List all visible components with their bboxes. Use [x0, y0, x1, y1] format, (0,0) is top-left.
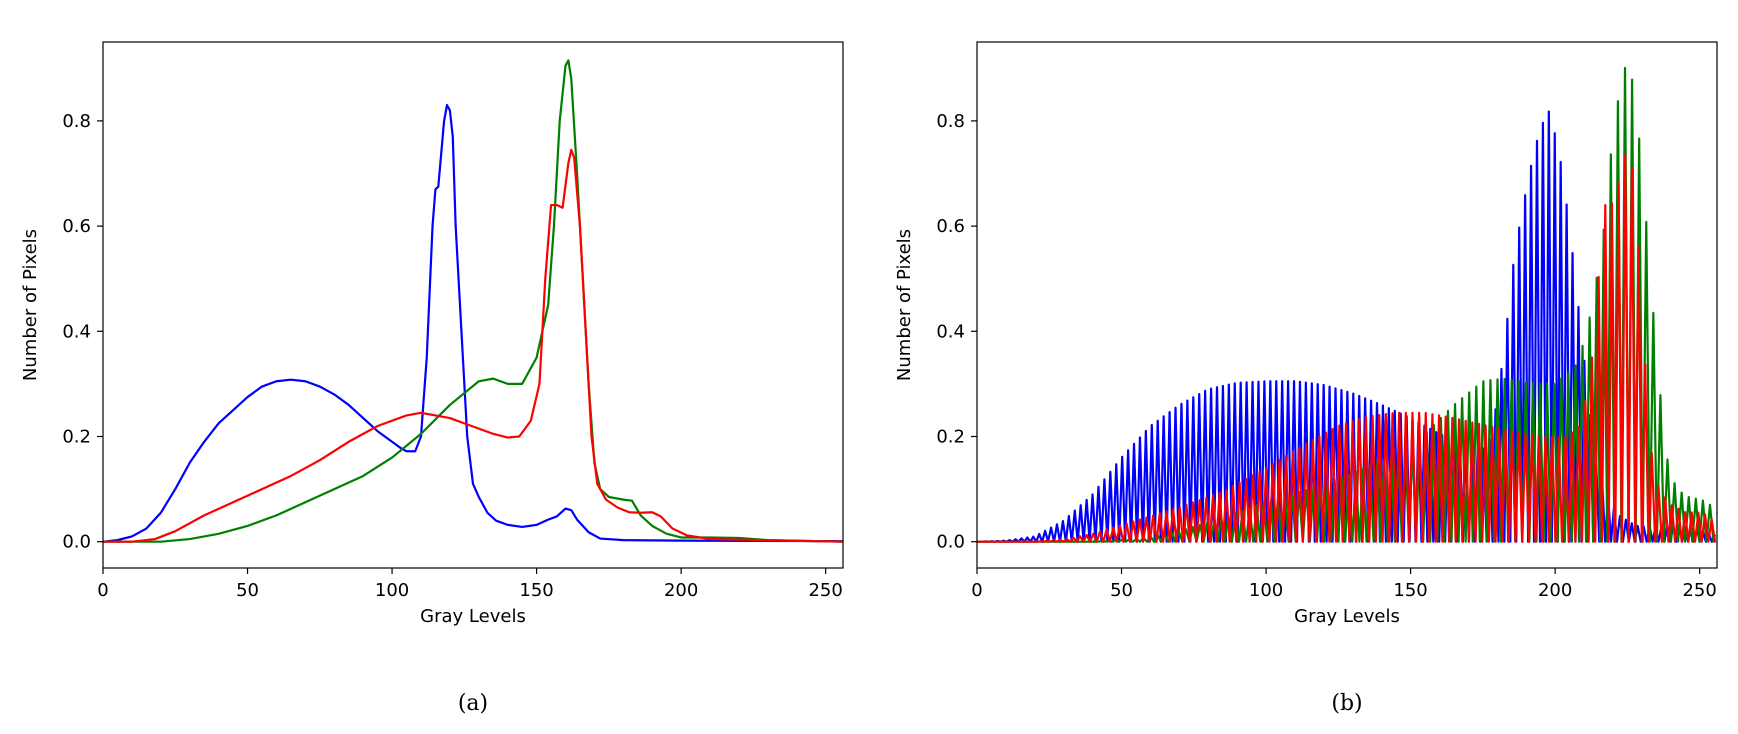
x-axis-label: Gray Levels: [420, 606, 526, 627]
x-tick-label: 150: [1393, 580, 1427, 601]
x-tick-label: 200: [664, 580, 698, 601]
x-tick-label: 0: [971, 580, 982, 601]
x-tick-label: 50: [1110, 580, 1133, 601]
series-line-0: [103, 104, 843, 543]
axes-frame: [976, 41, 1718, 569]
y-tick-label: 0.0: [62, 532, 91, 553]
panel-caption: (a): [458, 691, 488, 716]
x-tick-label: 50: [236, 580, 259, 601]
x-tick-label: 250: [808, 580, 842, 601]
y-axis-label: Number of Pixels: [894, 229, 915, 381]
y-tick-label: 0.2: [62, 427, 91, 448]
series-line-2: [103, 148, 843, 543]
y-axis-label: Number of Pixels: [20, 229, 41, 381]
x-tick-label: 0: [97, 580, 108, 601]
y-tick-label: 0.6: [936, 216, 965, 237]
axes-frame: [102, 41, 844, 569]
y-tick-label: 0.2: [936, 427, 965, 448]
x-tick-label: 150: [519, 580, 553, 601]
y-tick-label: 0.8: [936, 111, 965, 132]
series-line-1: [103, 59, 843, 543]
panel-caption: (b): [1331, 691, 1362, 716]
y-tick-label: 0.6: [62, 216, 91, 237]
y-tick-label: 0.8: [62, 111, 91, 132]
x-tick-label: 200: [1538, 580, 1572, 601]
x-tick-label: 100: [375, 580, 409, 601]
series-line-2: [977, 153, 1717, 543]
series-group: [977, 66, 1717, 543]
chart-panel-b: 0 50 100 150 200 250 0.0 0.2 0.4 0.6 0.8 Gray Level…: [894, 41, 1718, 716]
y-tick-label: 0.4: [62, 321, 91, 342]
x-tick-label: 250: [1682, 580, 1716, 601]
chart-panel-a: 0 50 100 150 200 250 0.0 0.2 0.4 0.6 0.8 Gray Level…: [20, 41, 844, 716]
series-group: [103, 59, 843, 543]
x-axis-label: Gray Levels: [1294, 606, 1400, 627]
y-tick-label: 0.0: [936, 532, 965, 553]
y-tick-label: 0.4: [936, 321, 965, 342]
x-tick-label: 100: [1249, 580, 1283, 601]
